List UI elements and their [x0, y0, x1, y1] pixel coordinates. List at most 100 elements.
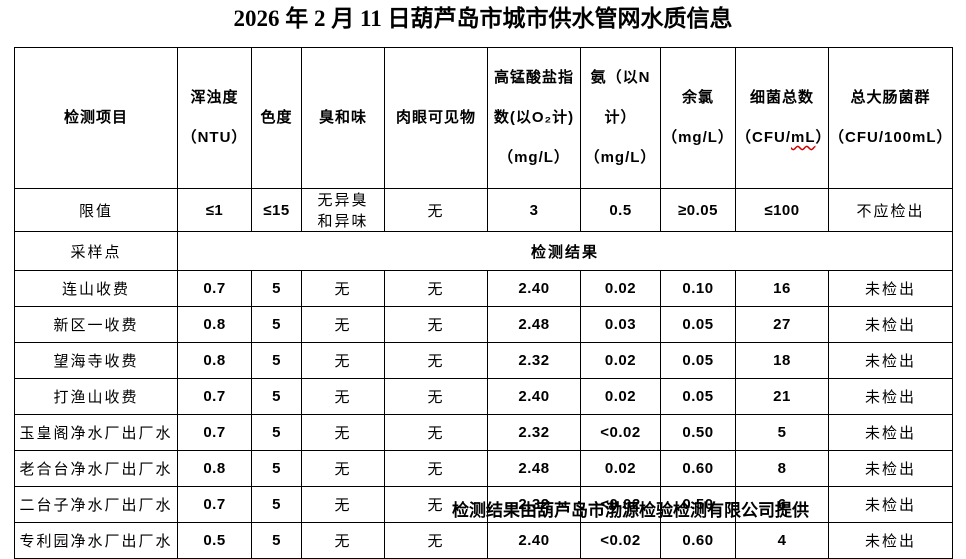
- cell-residual-chlorine: 0.60: [660, 522, 736, 559]
- cell-coliform: 未检出: [828, 270, 953, 307]
- cell-visible-matter: 无: [384, 414, 488, 451]
- sample-point-name: 望海寺收费: [14, 342, 178, 379]
- cell-odor: 无: [301, 270, 385, 307]
- col-header-turbidity: 浑浊度 （NTU）: [177, 47, 252, 189]
- cell-visible-matter: 无: [384, 378, 488, 415]
- limit-residual-chlorine: ≥0.05: [660, 188, 736, 232]
- cell-permanganate: 2.40: [487, 378, 581, 415]
- cell-visible-matter: 无: [384, 522, 488, 559]
- cell-ammonia: <0.02: [580, 414, 661, 451]
- cell-permanganate: 2.48: [487, 306, 581, 343]
- cell-bacteria: 21: [735, 378, 829, 415]
- limit-chroma: ≤15: [251, 188, 302, 232]
- cell-turbidity: 0.5: [177, 522, 252, 559]
- cell-odor: 无: [301, 486, 385, 523]
- cell-ammonia: 0.02: [580, 378, 661, 415]
- table-row: 新区一收费 0.8 5 无 无 2.48 0.03 0.05 27 未检出: [14, 306, 953, 343]
- limit-ammonia: 0.5: [580, 188, 661, 232]
- limit-bacteria: ≤100: [735, 188, 829, 232]
- cell-residual-chlorine: 0.05: [660, 342, 736, 379]
- cell-chroma: 5: [251, 414, 302, 451]
- col-header-ammonia: 氨（以N 计） （mg/L）: [580, 47, 661, 189]
- sample-point-name: 专利园净水厂出厂水: [14, 522, 178, 559]
- cell-chroma: 5: [251, 342, 302, 379]
- cell-chroma: 5: [251, 306, 302, 343]
- cell-chroma: 5: [251, 450, 302, 487]
- cell-turbidity: 0.7: [177, 270, 252, 307]
- cell-odor: 无: [301, 306, 385, 343]
- col-header-permanganate: 高锰酸盐指 数(以O₂计) （mg/L）: [487, 47, 581, 189]
- cell-turbidity: 0.8: [177, 450, 252, 487]
- cell-turbidity: 0.7: [177, 486, 252, 523]
- sample-point-name: 新区一收费: [14, 306, 178, 343]
- result-section-label: 检测结果: [177, 231, 953, 271]
- cell-coliform: 未检出: [828, 414, 953, 451]
- cell-chroma: 5: [251, 522, 302, 559]
- water-quality-table: 检测项目 浑浊度 （NTU） 色度 臭和味 肉眼可见物 高锰酸盐指 数(以O₂计…: [14, 47, 953, 559]
- cell-permanganate: 2.32: [487, 342, 581, 379]
- cell-visible-matter: 无: [384, 306, 488, 343]
- cell-coliform: 未检出: [828, 450, 953, 487]
- cell-coliform: 未检出: [828, 342, 953, 379]
- col-header-item: 检测项目: [14, 47, 178, 189]
- col-header-visible-matter: 肉眼可见物: [384, 47, 488, 189]
- col-header-residual-chlorine: 余氯 （mg/L）: [660, 47, 736, 189]
- limit-permanganate: 3: [487, 188, 581, 232]
- cell-visible-matter: 无: [384, 270, 488, 307]
- cell-odor: 无: [301, 342, 385, 379]
- cell-permanganate: 2.40: [487, 522, 581, 559]
- cell-residual-chlorine: 0.50: [660, 414, 736, 451]
- cell-chroma: 5: [251, 378, 302, 415]
- table-row: 老合台净水厂出厂水 0.8 5 无 无 2.48 0.02 0.60 8 未检出: [14, 450, 953, 487]
- limit-row-label: 限值: [14, 188, 178, 232]
- cell-bacteria: 16: [735, 270, 829, 307]
- sample-point-header-row: 采样点 检测结果: [14, 231, 953, 271]
- cell-chroma: 5: [251, 486, 302, 523]
- spellcheck-underline: mL: [791, 129, 816, 146]
- provider-note: 检测结果由葫芦岛市渤源检验检测有限公司提供: [452, 501, 809, 520]
- cell-turbidity: 0.7: [177, 414, 252, 451]
- cell-bacteria: 4: [735, 522, 829, 559]
- cell-turbidity: 0.8: [177, 306, 252, 343]
- cell-odor: 无: [301, 522, 385, 559]
- table-row: 望海寺收费 0.8 5 无 无 2.32 0.02 0.05 18 未检出: [14, 342, 953, 379]
- cell-coliform: 未检出: [828, 486, 953, 523]
- cell-odor: 无: [301, 450, 385, 487]
- sample-point-label: 采样点: [14, 231, 178, 271]
- cell-turbidity: 0.7: [177, 378, 252, 415]
- limit-visible-matter: 无: [384, 188, 488, 232]
- sample-point-name: 二台子净水厂出厂水: [14, 486, 178, 523]
- table-row: 专利园净水厂出厂水 0.5 5 无 无 2.40 <0.02 0.60 4 未检…: [14, 522, 953, 559]
- col-header-odor: 臭和味: [301, 47, 385, 189]
- col-header-coliform: 总大肠菌群 （CFU/100mL）: [828, 47, 953, 189]
- table-row: 打渔山收费 0.7 5 无 无 2.40 0.02 0.05 21 未检出: [14, 378, 953, 415]
- cell-coliform: 未检出: [828, 378, 953, 415]
- cell-ammonia: 0.02: [580, 270, 661, 307]
- cell-bacteria: 27: [735, 306, 829, 343]
- sample-point-name: 玉皇阁净水厂出厂水: [14, 414, 178, 451]
- cell-coliform: 未检出: [828, 306, 953, 343]
- table-row: 二台子净水厂出厂水 0.7 5 无 无 2.32 <0.02 0.50 6 未检…: [14, 486, 953, 523]
- cell-odor: 无: [301, 378, 385, 415]
- cell-residual-chlorine: 0.05: [660, 306, 736, 343]
- cell-visible-matter: 无: [384, 450, 488, 487]
- cell-bacteria: 5: [735, 414, 829, 451]
- cell-ammonia: 0.03: [580, 306, 661, 343]
- limit-coliform: 不应检出: [828, 188, 953, 232]
- limit-turbidity: ≤1: [177, 188, 252, 232]
- sample-point-name: 老合台净水厂出厂水: [14, 450, 178, 487]
- cell-residual-chlorine: 0.05: [660, 378, 736, 415]
- header-row: 检测项目 浑浊度 （NTU） 色度 臭和味 肉眼可见物 高锰酸盐指 数(以O₂计…: [14, 47, 953, 189]
- sample-point-name: 连山收费: [14, 270, 178, 307]
- col-header-chroma: 色度: [251, 47, 302, 189]
- cell-ammonia: <0.02: [580, 522, 661, 559]
- table-row: 玉皇阁净水厂出厂水 0.7 5 无 无 2.32 <0.02 0.50 5 未检…: [14, 414, 953, 451]
- table-row: 连山收费 0.7 5 无 无 2.40 0.02 0.10 16 未检出: [14, 270, 953, 307]
- cell-ammonia: 0.02: [580, 450, 661, 487]
- cell-coliform: 未检出: [828, 522, 953, 559]
- cell-residual-chlorine: 0.60: [660, 450, 736, 487]
- cell-bacteria: 18: [735, 342, 829, 379]
- cell-bacteria: 8: [735, 450, 829, 487]
- cell-residual-chlorine: 0.10: [660, 270, 736, 307]
- cell-visible-matter: 无: [384, 342, 488, 379]
